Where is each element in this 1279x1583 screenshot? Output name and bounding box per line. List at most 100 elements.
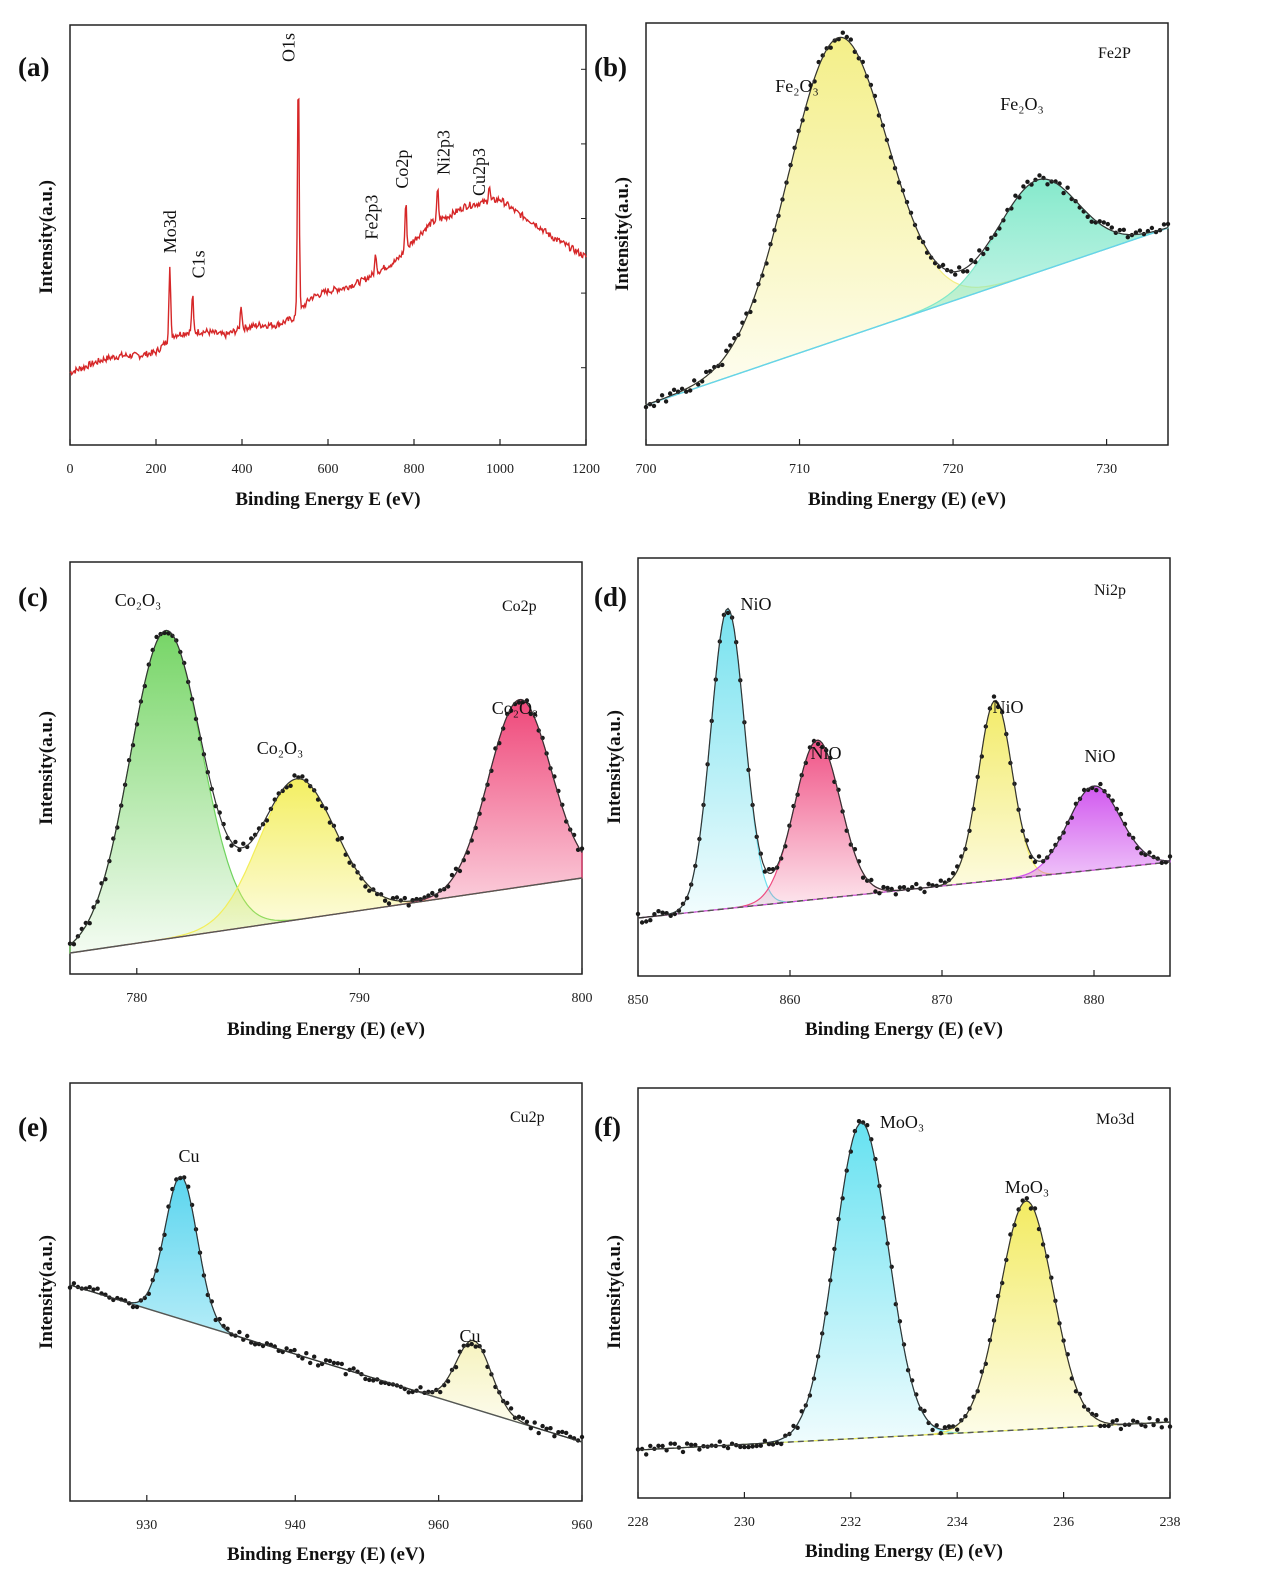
peak-label: C1s <box>189 250 209 278</box>
data-point <box>791 1423 796 1429</box>
panel-a-ylabel: Intensity(a.u.) <box>36 180 57 294</box>
data-point <box>754 1443 759 1449</box>
data-point <box>938 1431 943 1436</box>
data-point <box>930 1427 935 1433</box>
data-point <box>738 1444 743 1450</box>
data-point <box>724 348 729 353</box>
data-point <box>300 774 305 779</box>
data-point <box>869 877 874 883</box>
panel-f-plot: MoO₃ MoO₃ <box>635 1112 1173 1457</box>
data-point <box>95 1286 100 1291</box>
data-point <box>659 393 665 398</box>
peak-label: MoO₃ <box>1005 1177 1049 1197</box>
data-point <box>442 887 447 892</box>
fit-envelope <box>637 607 1171 919</box>
data-point <box>1037 173 1042 178</box>
panel-e-title: Cu2p <box>510 1109 545 1126</box>
x-tick-label: 710 <box>789 462 810 477</box>
data-point <box>643 404 649 410</box>
data-point <box>940 262 946 268</box>
data-point <box>1025 179 1030 184</box>
x-tick-label: 930 <box>136 1518 157 1533</box>
data-point <box>656 1443 661 1449</box>
data-point <box>556 1430 561 1435</box>
data-point <box>241 841 246 846</box>
x-tick-label: 790 <box>349 991 370 1006</box>
panel-d: (d) NiO NiO NiO NiO 850 860 870 880 Ni2p Bindi… <box>594 557 1173 1040</box>
data-point <box>1065 185 1070 190</box>
data-point <box>901 885 907 890</box>
survey-spectrum-line <box>69 97 587 377</box>
data-point <box>378 1380 384 1385</box>
data-point <box>689 1442 694 1448</box>
x-tick-label: 800 <box>404 462 425 477</box>
panel-b-ylabel: Intensity(a.u.) <box>612 177 633 291</box>
data-point <box>950 871 956 876</box>
data-point <box>579 1434 585 1440</box>
data-point <box>71 1281 77 1286</box>
data-point <box>335 1361 340 1366</box>
data-point <box>1155 1418 1160 1423</box>
data-point <box>520 1416 526 1421</box>
x-tick-label: 234 <box>947 1515 968 1530</box>
data-point <box>1137 228 1143 233</box>
data-point <box>1161 222 1167 227</box>
data-point <box>453 1365 459 1370</box>
peak-label: Cu <box>178 1146 199 1166</box>
data-point <box>1109 225 1115 230</box>
data-point <box>1167 1424 1173 1429</box>
data-point <box>1094 788 1099 793</box>
data-point <box>394 895 400 900</box>
data-point <box>828 45 833 50</box>
data-point <box>1151 1422 1156 1428</box>
x-tick-label: 600 <box>318 462 339 477</box>
data-point <box>252 1342 258 1347</box>
data-point <box>1102 1423 1107 1429</box>
data-point <box>284 1346 289 1351</box>
panel-c: (c) Co₂O₃ Co₂O₃ Co₂O₃ 780 790 800 Co2p Bindi… <box>18 561 593 1040</box>
data-point <box>758 1443 763 1448</box>
data-point <box>536 1430 541 1436</box>
peak-label: O1s <box>278 33 298 62</box>
data-point <box>774 1440 780 1446</box>
data-point <box>881 884 886 890</box>
data-point <box>406 903 411 908</box>
data-point <box>1106 1423 1111 1429</box>
data-point <box>130 1304 136 1310</box>
x-tick-label: 400 <box>232 462 253 477</box>
data-point <box>524 1419 530 1425</box>
data-point <box>664 1448 669 1453</box>
data-point <box>684 1441 690 1446</box>
data-point <box>684 389 689 394</box>
panel-e-plot: Cu Cu <box>67 1146 585 1443</box>
data-point <box>762 1438 768 1444</box>
x-tick-label: 780 <box>126 991 147 1006</box>
data-point <box>449 872 455 878</box>
data-point <box>91 1287 96 1292</box>
panel-a-frame <box>69 24 587 446</box>
data-point <box>1061 190 1066 196</box>
panel-d-letter: (d) <box>594 582 627 612</box>
data-point <box>926 881 931 887</box>
data-point <box>1163 1417 1169 1423</box>
data-point <box>237 847 242 853</box>
data-point <box>766 867 772 872</box>
data-point <box>991 694 997 699</box>
data-point <box>848 37 853 42</box>
data-point <box>367 888 372 893</box>
data-point <box>1110 1419 1115 1424</box>
panel-f-letter: (f) <box>594 1112 621 1142</box>
data-point <box>438 1389 443 1395</box>
fit-envelope <box>645 36 1169 406</box>
data-point <box>671 387 677 392</box>
panel-b: (b) Fe₂O₃ Fe₂O₃ 700 710 720 730 Fe2P Binding… <box>594 22 1171 510</box>
panel-c-ylabel: Intensity(a.u.) <box>36 711 57 825</box>
data-point <box>680 1449 686 1455</box>
data-point <box>840 30 845 35</box>
data-point <box>237 1329 242 1335</box>
panel-e-ylabel: Intensity(a.u.) <box>36 1235 57 1349</box>
data-point <box>1126 1422 1132 1427</box>
data-point <box>955 1427 960 1432</box>
data-point <box>844 34 849 40</box>
fit-component-1 <box>637 1122 1171 1451</box>
